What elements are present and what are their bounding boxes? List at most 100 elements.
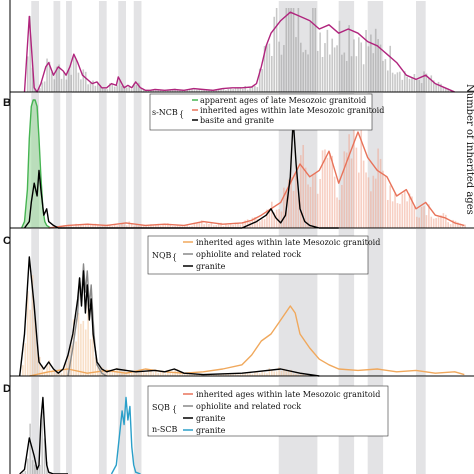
panel-b-legend-text-2: inherited ages within late Mesozoic gran… — [200, 106, 384, 115]
histogram-bar — [198, 88, 201, 92]
histogram-bar — [287, 179, 290, 228]
histogram-bar — [29, 423, 31, 474]
histogram-bar — [188, 89, 191, 92]
histogram-bar — [307, 54, 309, 92]
histogram-bar — [89, 339, 92, 376]
histogram-bar — [411, 77, 413, 92]
histogram-bar — [353, 39, 355, 92]
histogram-bar — [150, 90, 152, 92]
histogram-bar — [145, 90, 147, 92]
panel-b-label: B — [3, 97, 11, 109]
panel-d: D SQB { inherited ages within late Mesoz… — [3, 376, 426, 474]
histogram-bar — [387, 70, 389, 92]
histogram-bar — [51, 370, 53, 376]
histogram-bar — [63, 225, 65, 228]
histogram-bar — [343, 52, 346, 92]
histogram-bar — [403, 190, 406, 228]
histogram-bar — [68, 68, 70, 92]
shaded-band-2 — [66, 377, 72, 474]
panel-c-curves — [19, 256, 465, 377]
histogram-bar — [222, 373, 225, 376]
histogram-bar — [162, 90, 164, 92]
histogram-bar — [101, 87, 104, 92]
histogram-bar — [290, 369, 292, 376]
histogram-bar — [372, 175, 375, 228]
histogram-bar — [181, 373, 184, 376]
histogram-bar — [75, 223, 77, 228]
histogram-bar — [406, 76, 408, 92]
histogram-bar — [89, 224, 92, 228]
histogram-bar — [138, 373, 140, 376]
histogram-bar — [174, 88, 176, 92]
histogram-bar — [191, 89, 193, 92]
histogram-bar — [292, 373, 295, 376]
histogram-bar — [77, 72, 80, 92]
histogram-bar — [374, 178, 377, 228]
shaded-band-3 — [98, 1, 107, 92]
histogram-bar — [350, 158, 353, 228]
histogram-bar — [87, 303, 89, 376]
histogram-bar — [256, 219, 259, 228]
shaded-band-5 — [133, 229, 142, 376]
histogram-bar — [58, 64, 60, 92]
histogram-bar — [399, 203, 401, 228]
histogram-bar — [275, 8, 278, 92]
histogram-bar — [128, 221, 131, 228]
histogram-bar — [302, 372, 305, 376]
histogram-bar — [316, 50, 319, 92]
histogram-bar — [80, 323, 82, 376]
histogram-bar — [65, 225, 68, 228]
histogram-bar — [300, 42, 302, 92]
histogram-bar — [101, 225, 104, 228]
histogram-bar — [271, 55, 273, 92]
histogram-bar — [246, 89, 249, 92]
histogram-bar — [331, 155, 334, 228]
histogram-bar — [82, 320, 85, 376]
panel-d-histogram — [22, 411, 51, 474]
shaded-band-3 — [98, 377, 107, 474]
histogram-bar — [135, 370, 138, 376]
histogram-bar — [58, 373, 60, 376]
histogram-bar — [280, 370, 283, 376]
series-line-1 — [48, 131, 465, 229]
histogram-bar — [72, 57, 75, 92]
histogram-bar — [123, 224, 126, 228]
histogram-bar — [418, 79, 421, 92]
shaded-band-2 — [66, 93, 72, 228]
histogram-bar — [220, 88, 222, 92]
histogram-bar — [379, 44, 382, 92]
histogram-bar — [39, 464, 41, 474]
histogram-bar — [155, 225, 157, 228]
histogram-bar — [261, 69, 263, 92]
histogram-bar — [258, 68, 261, 92]
histogram-bar — [46, 58, 48, 92]
histogram-bar — [97, 363, 99, 376]
histogram-bar — [208, 223, 210, 228]
histogram-bar — [70, 74, 73, 92]
histogram-bar — [31, 67, 34, 92]
histogram-bar — [63, 370, 65, 376]
histogram-bar — [283, 45, 285, 92]
series-line-0 — [20, 99, 51, 229]
histogram-bar — [413, 74, 416, 92]
histogram-bar — [280, 54, 283, 92]
histogram-bar — [278, 209, 280, 228]
histogram-bar — [374, 28, 377, 93]
panel-c-group-label: NQB — [152, 251, 172, 260]
panel-d-legend-text-2: ophiolite and related rock — [196, 402, 301, 411]
histogram-bar — [413, 205, 416, 228]
histogram-bar — [65, 79, 68, 92]
histogram-bar — [92, 224, 94, 228]
histogram-bar — [213, 89, 215, 92]
histogram-bar — [287, 8, 290, 92]
shaded-band-1 — [53, 93, 61, 228]
histogram-bar — [234, 372, 237, 376]
histogram-bar — [331, 38, 334, 92]
histogram-bar — [425, 215, 428, 228]
histogram-bar — [68, 355, 70, 376]
shaded-band-4 — [118, 93, 126, 228]
histogram-bar — [372, 53, 375, 92]
histogram-bar — [379, 158, 382, 228]
histogram-bar — [263, 372, 266, 376]
histogram-bar — [191, 374, 193, 376]
